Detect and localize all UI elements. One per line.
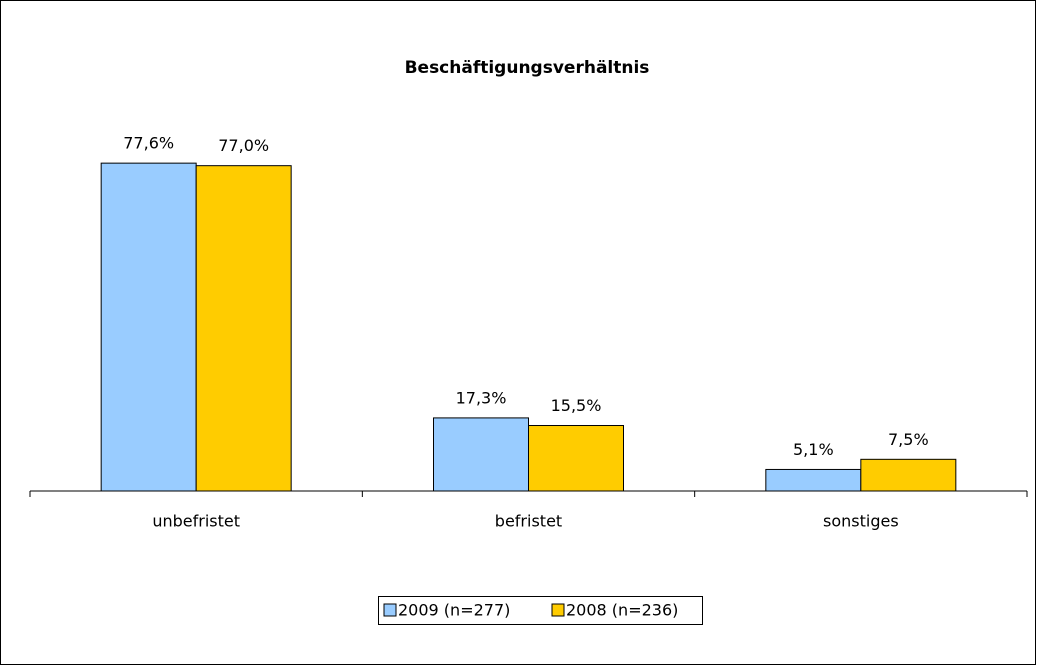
bar (195, 165, 292, 492)
value-label: 77,6% (123, 134, 174, 153)
bar (860, 458, 957, 492)
x-tick-label: unbefristet (152, 512, 240, 531)
x-tick-label: befristet (495, 512, 562, 531)
value-label: 7,5% (888, 430, 929, 449)
value-label: 77,0% (218, 136, 269, 155)
x-tick-label: sonstiges (823, 512, 899, 531)
value-label: 5,1% (793, 440, 834, 459)
legend-swatch (551, 603, 565, 617)
value-label: 17,3% (456, 388, 507, 407)
legend (378, 596, 703, 625)
bar (100, 162, 197, 492)
legend-label: 2009 (n=277) (398, 601, 510, 620)
bar (765, 468, 862, 492)
legend-swatch (383, 603, 397, 617)
chart-title: Beschäftigungsverhältnis (405, 58, 650, 78)
bar (433, 417, 529, 492)
legend-label: 2008 (n=236) (566, 601, 678, 620)
bar (528, 425, 624, 492)
value-label: 15,5% (551, 396, 602, 415)
